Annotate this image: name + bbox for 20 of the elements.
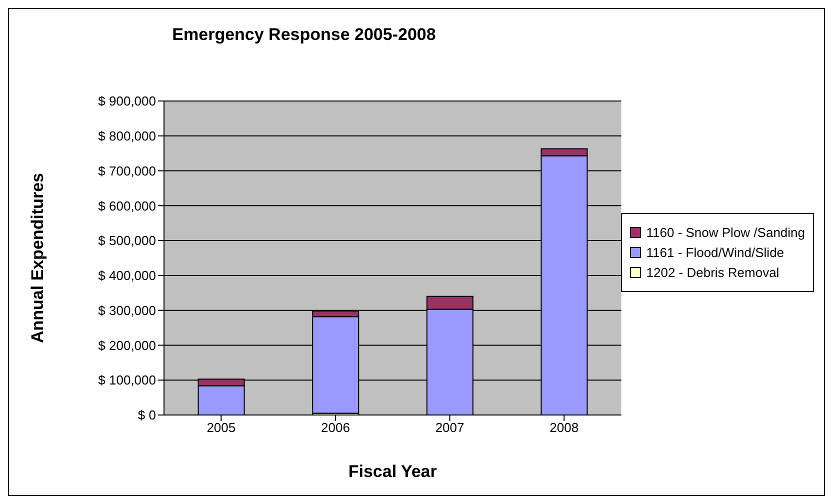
y-tick-label: $ 900,000: [98, 94, 156, 109]
y-tick-label: $ 0: [138, 408, 156, 423]
chart-title: Emergency Response 2005-2008: [171, 25, 437, 45]
y-axis-title: Annual Expenditures: [28, 172, 48, 344]
x-tick-label: 2007: [435, 420, 464, 436]
y-tick-label: $ 400,000: [98, 268, 156, 284]
x-tick-label: 2008: [550, 420, 579, 436]
x-axis-title: Fiscal Year: [348, 462, 438, 481]
legend-label: 1202 - Debris Removal: [645, 264, 780, 280]
legend-label: 1160 - Snow Plow /Sanding: [645, 224, 805, 240]
x-tick-label: 2005: [206, 420, 236, 436]
y-tick-label: $ 700,000: [98, 163, 156, 178]
y-tick-label: $ 800,000: [98, 128, 156, 144]
y-tick-label: $ 600,000: [98, 198, 156, 214]
y-tick-label: $ 200,000: [98, 338, 156, 353]
legend-label: 1161 - Flood/Wind/Slide: [645, 244, 786, 260]
y-tick-label: $ 300,000: [98, 302, 156, 318]
y-tick-label: $ 100,000: [98, 372, 156, 388]
x-tick-label: 2006: [321, 420, 350, 436]
y-tick-label: $ 500,000: [98, 233, 156, 248]
